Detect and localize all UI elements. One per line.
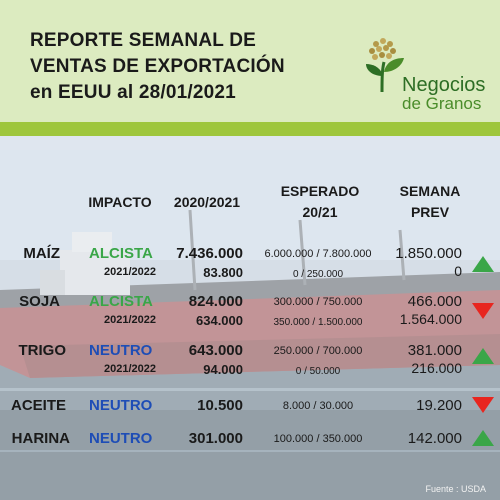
next-season-label: 2021/2022 [104, 363, 156, 375]
arrow-up-icon [472, 256, 494, 272]
table-row-harina: HARINA NEUTRO 301.000 100.000 / 350.000 … [0, 430, 500, 454]
impact-label: ALCISTA [89, 293, 153, 310]
previous-week-value: 381.000 [407, 342, 462, 359]
source-caption: Fuente : USDA [425, 484, 486, 494]
impact-label: NEUTRO [89, 342, 153, 359]
expected-range: 100.000 / 350.000 [273, 433, 363, 445]
impact-label: NEUTRO [89, 397, 153, 414]
title-line-3: en EEUU al 28/01/2021 [30, 82, 236, 103]
column-header-esperado-line1: ESPERADO [280, 183, 360, 199]
product-name: MAÍZ [23, 245, 60, 262]
negocios-de-granos-logo: Negocios de Granos [360, 34, 490, 114]
sales-value: 10.500 [197, 397, 243, 414]
page-title: REPORTE SEMANAL DE VENTAS DE EXPORTACIÓN… [30, 28, 285, 106]
column-header-semana-prev: SEMANA PREV [388, 181, 472, 223]
title-line-1: REPORTE SEMANAL DE [30, 30, 256, 51]
arrow-up-icon [472, 348, 494, 364]
column-header-2020-2021: 2020/2021 [173, 194, 241, 210]
previous-week-next-season: 1.564.000 [399, 311, 462, 327]
expected-range: 250.000 / 700.000 [273, 345, 363, 357]
product-name: TRIGO [18, 342, 67, 359]
expected-range: 8.000 / 30.000 [282, 400, 354, 412]
previous-week-value: 466.000 [407, 293, 462, 310]
table-row-trigo: TRIGO NEUTRO 643.000 2021/2022 94.000 25… [0, 342, 500, 390]
product-name: SOJA [19, 293, 60, 310]
next-season-label: 2021/2022 [104, 266, 156, 278]
column-header-impacto: IMPACTO [88, 194, 152, 210]
table-row-soja: SOJA ALCISTA 824.000 2021/2022 634.000 3… [0, 293, 500, 341]
expected-range-next-season: 0 / 250.000 [292, 269, 344, 280]
previous-week-value: 19.200 [416, 397, 462, 414]
title-line-2: VENTAS DE EXPORTACIÓN [30, 56, 285, 77]
logo-text-de-granos: de Granos [402, 94, 482, 113]
expected-range: 6.000.000 / 7.800.000 [264, 248, 372, 260]
expected-range-next-season: 0 / 50.000 [295, 366, 341, 377]
grain-plant-icon [366, 38, 404, 93]
column-header-esperado: ESPERADO 20/21 [268, 181, 372, 223]
sales-value: 824.000 [188, 293, 243, 310]
sales-value: 301.000 [188, 430, 243, 447]
column-header-semana-line1: SEMANA [399, 183, 461, 199]
product-name: HARINA [11, 430, 70, 447]
previous-week-next-season: 0 [454, 263, 462, 279]
previous-week-value: 142.000 [407, 430, 462, 447]
product-name: ACEITE [10, 397, 66, 414]
sales-value: 643.000 [188, 342, 243, 359]
logo-text-negocios: Negocios [402, 74, 486, 96]
column-header-semana-line2: PREV [410, 204, 450, 220]
table-row-maiz: MAÍZ ALCISTA 7.436.000 2021/2022 83.800 … [0, 245, 500, 293]
next-season-value: 94.000 [203, 362, 243, 377]
column-header-esperado-line2: 20/21 [302, 204, 338, 220]
sales-value: 7.436.000 [176, 245, 243, 262]
next-season-value: 83.800 [203, 265, 243, 280]
previous-week-next-season: 216.000 [411, 360, 462, 376]
impact-label: ALCISTA [89, 245, 153, 262]
table-row-aceite: ACEITE NEUTRO 10.500 8.000 / 30.000 19.2… [0, 397, 500, 421]
sky-divider-stripe [0, 136, 500, 150]
impact-label: NEUTRO [89, 430, 153, 447]
expected-range-next-season: 350.000 / 1.500.000 [273, 317, 363, 328]
arrow-up-icon [472, 430, 494, 446]
next-season-value: 634.000 [196, 313, 243, 328]
previous-week-value: 1.850.000 [395, 245, 462, 262]
background-overlay [0, 150, 500, 500]
arrow-down-icon [472, 397, 494, 413]
arrow-down-icon [472, 303, 494, 319]
header-panel: REPORTE SEMANAL DE VENTAS DE EXPORTACIÓN… [0, 0, 500, 122]
expected-range: 300.000 / 750.000 [273, 296, 363, 308]
green-divider-stripe [0, 122, 500, 136]
next-season-label: 2021/2022 [104, 314, 156, 326]
